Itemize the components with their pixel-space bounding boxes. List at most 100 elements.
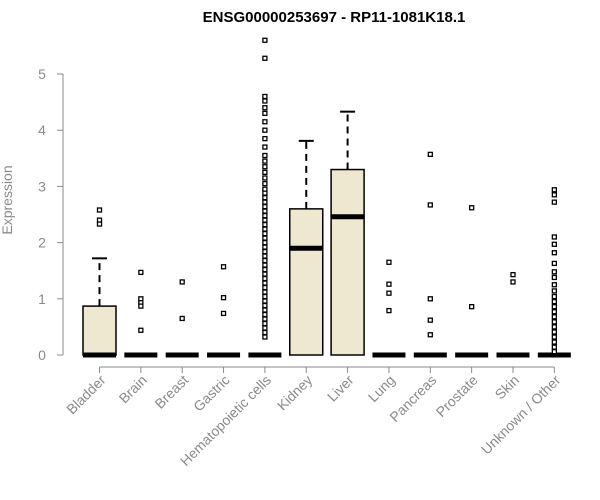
outlier-point (262, 190, 268, 196)
outlier-point (262, 230, 268, 237)
x-tick-label: Prostate (433, 372, 481, 420)
outlier-point (551, 309, 557, 315)
outlier-point (262, 298, 268, 304)
outlier-point (262, 164, 268, 170)
outlier-point (510, 271, 516, 278)
outlier-point (262, 93, 268, 100)
outlier-point (262, 316, 268, 322)
outlier-point (386, 281, 392, 287)
outlier-point (551, 344, 557, 350)
x-tick-label: Skin (492, 372, 523, 403)
outlier-point (386, 307, 392, 314)
x-tick-label: Kidney (274, 372, 316, 414)
outlier-point (551, 274, 557, 281)
y-axis-label: Expression (0, 165, 15, 234)
outlier-point (220, 310, 227, 317)
outlier-point (551, 329, 557, 335)
outlier-point (262, 199, 268, 205)
box-group (330, 110, 365, 356)
outlier-point (551, 298, 557, 305)
outlier-point (551, 241, 557, 247)
outlier-point (262, 248, 268, 255)
outlier-point (179, 279, 185, 285)
box-group (207, 264, 241, 358)
y-tick-label: 5 (38, 66, 46, 82)
outlier-point (262, 55, 268, 61)
outlier-point (468, 304, 475, 310)
outlier-point (262, 275, 268, 282)
y-tick-label: 2 (38, 235, 46, 251)
outlier-point (262, 135, 268, 142)
outlier-point (386, 259, 392, 265)
y-tick-label: 3 (38, 178, 46, 194)
outlier-point (262, 253, 268, 259)
box-group (289, 139, 324, 356)
x-tick-label: Liver (324, 372, 357, 405)
outlier-point (96, 221, 103, 227)
outlier-point (427, 296, 433, 302)
x-tick-label: Lung (365, 372, 398, 405)
outlier-point (427, 332, 433, 338)
outlier-point (551, 348, 557, 355)
box-group (537, 187, 571, 358)
outlier-point (262, 203, 268, 210)
outlier-point (262, 311, 268, 318)
outlier-point (262, 127, 268, 133)
outlier-point (262, 271, 268, 277)
outlier-point (262, 280, 268, 286)
outlier-point (427, 151, 433, 158)
box-iqr (82, 305, 117, 356)
outlier-point (262, 212, 268, 219)
x-tick-label: Brain (116, 372, 150, 406)
outlier-point (262, 37, 268, 43)
outlier-point (551, 293, 557, 300)
outlier-point (262, 119, 268, 125)
outlier-point (262, 105, 268, 111)
outlier-point (551, 260, 557, 267)
outlier-point (262, 208, 268, 214)
outlier-point (551, 192, 557, 198)
outlier-point (551, 339, 557, 345)
outlier-point (262, 226, 268, 232)
box-group (165, 279, 199, 358)
outlier-point (427, 317, 433, 323)
y-tick-label: 4 (38, 122, 46, 138)
outlier-point (551, 269, 557, 275)
box-iqr (330, 168, 365, 356)
y-axis: 0 1 2 3 4 5 (38, 66, 64, 363)
outlier-point (262, 175, 268, 181)
outlier-point (262, 110, 268, 116)
outlier-point (262, 307, 268, 313)
box-group (372, 259, 406, 358)
outlier-point (262, 180, 268, 187)
outlier-point (551, 304, 557, 310)
outlier-point (551, 282, 557, 288)
box-group (455, 205, 489, 358)
y-tick-label: 1 (38, 291, 46, 307)
box-group (496, 271, 530, 358)
outlier-point (386, 290, 392, 296)
outlier-point (551, 334, 557, 340)
outlier-point (551, 324, 557, 330)
outlier-point (510, 279, 516, 285)
outlier-point (179, 315, 185, 322)
outlier-point (262, 239, 268, 246)
outlier-point (262, 334, 268, 340)
box-series (82, 37, 571, 358)
outlier-point (262, 262, 268, 268)
outlier-point (262, 293, 268, 300)
chart-title: ENSG00000253697 - RP11-1081K18.1 (203, 9, 466, 26)
outlier-point (262, 329, 268, 336)
outlier-point (262, 325, 268, 331)
outlier-point (138, 269, 144, 276)
outlier-point (551, 288, 557, 294)
outlier-point (262, 284, 268, 291)
outlier-point (427, 202, 433, 208)
outlier-point (220, 295, 227, 301)
outlier-point (551, 187, 557, 193)
outlier-point (220, 264, 227, 270)
outlier-point (262, 244, 268, 250)
box-group (82, 207, 117, 358)
